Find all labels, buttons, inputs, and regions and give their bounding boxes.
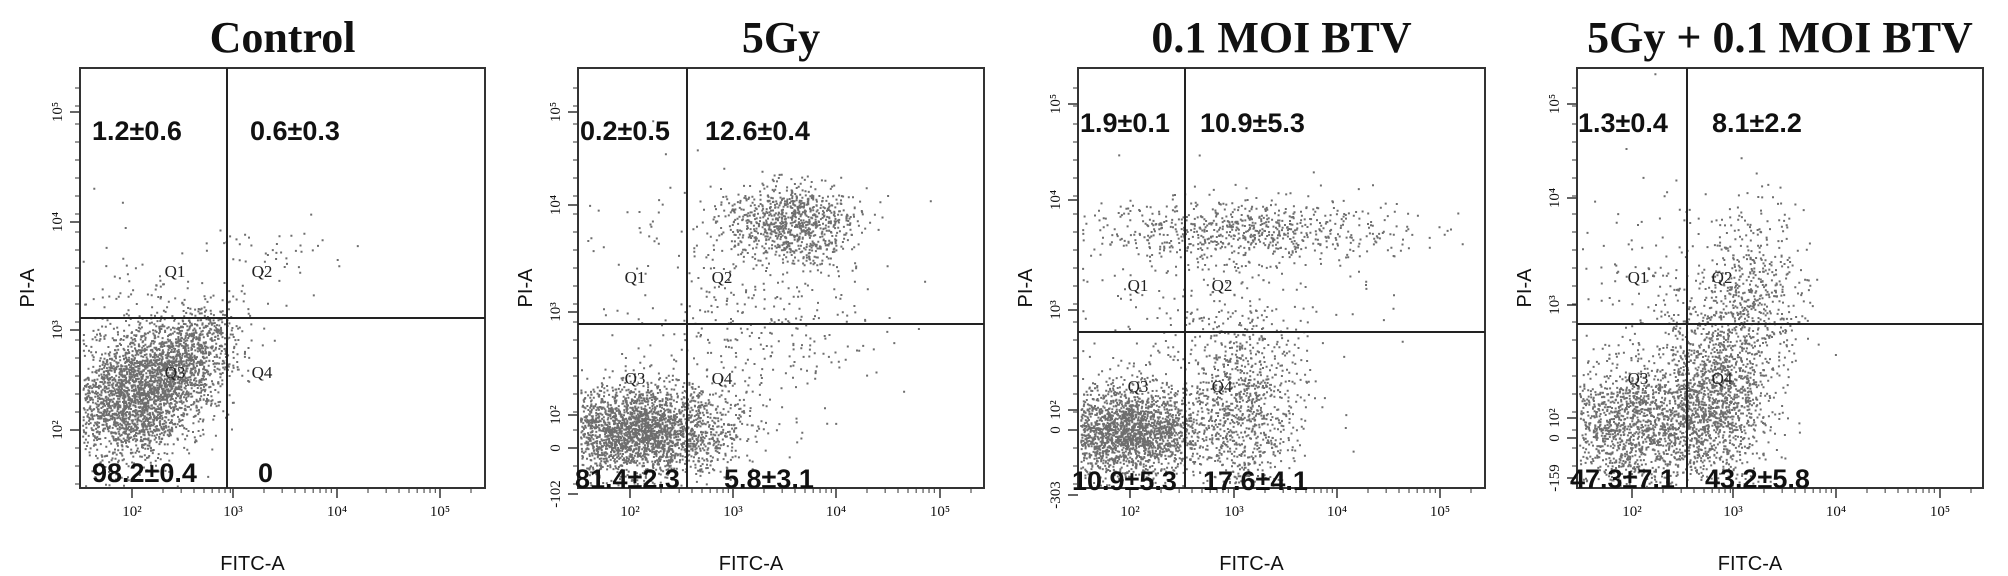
quadrant-label-q1: Q1 — [1628, 268, 1649, 287]
quadrant-value-q4: 5.8±3.1 — [724, 464, 814, 494]
quadrant-label-q2: Q2 — [712, 268, 733, 287]
event-dots — [580, 120, 932, 488]
quadrant-label-q3: Q3 — [1128, 377, 1149, 396]
panel-1: Control 10² 10³ 10⁴ 10⁵ 10² 10³ 10⁴ 10⁵ FITC-A PI-… — [17, 13, 486, 575]
quadrant-label-q1: Q1 — [1128, 276, 1149, 295]
x-tick-label: 10⁴ — [1826, 504, 1846, 520]
y-tick-label: 10³ — [50, 320, 66, 340]
quadrant-label-q4: Q4 — [1212, 377, 1233, 396]
quadrant-value-q4: 17.6±4.1 — [1203, 466, 1308, 496]
panel-4: 5Gy + 0.1 MOI BTV 10² 10³ 10⁴ 10⁵ -159 0 10² 10³… — [1514, 13, 1984, 575]
x-tick-label: 10⁵ — [1430, 504, 1450, 520]
y-tick-label: 10⁵ — [548, 102, 564, 122]
y-tick-label: -303 — [1048, 481, 1064, 509]
panel-3: 0.1 MOI BTV 10² 10³ 10⁴ 10⁵ -303 0 10² 10³ 10⁴ 10⁵… — [1015, 13, 1486, 575]
y-tick-label: 10² — [548, 405, 564, 425]
x-tick-label: 10³ — [1224, 504, 1244, 520]
y-axis-title: PI-A — [1015, 268, 1037, 308]
quadrant-value-q3: 81.4±2.3 — [575, 464, 680, 494]
x-tick-label: 10² — [1622, 504, 1642, 520]
y-tick-label: 10⁵ — [50, 102, 66, 122]
y-tick-label: 10² — [50, 420, 66, 440]
y-tick-label: 10⁴ — [548, 195, 564, 215]
quadrant-value-q3: 47.3±7.1 — [1570, 464, 1675, 494]
quadrant-label-q1: Q1 — [625, 268, 646, 287]
y-tick-label: 0 — [1048, 426, 1064, 434]
y-tick-label: 10² — [1048, 400, 1064, 420]
event-dots — [1579, 73, 1837, 488]
quadrant-value-q4: 43.2±5.8 — [1705, 464, 1810, 494]
quadrant-value-q2: 8.1±2.2 — [1712, 108, 1802, 138]
quadrant-label-q3: Q3 — [1628, 369, 1649, 388]
quadrant-value-q1: 1.2±0.6 — [92, 116, 182, 146]
x-axis-title: FITC-A — [220, 553, 285, 575]
x-tick-label: 10³ — [1723, 504, 1743, 520]
y-tick-label: 10³ — [548, 302, 564, 322]
x-tick-label: 10⁵ — [1930, 504, 1950, 520]
y-axis-title: PI-A — [17, 268, 39, 308]
quadrant-label-q2: Q2 — [1212, 276, 1233, 295]
x-tick-label: 10⁵ — [430, 504, 450, 520]
y-tick-label: 10⁵ — [1048, 94, 1064, 114]
y-tick-label: 10⁴ — [1547, 188, 1563, 208]
panel-title: Control — [210, 13, 356, 62]
quadrant-label-q1: Q1 — [165, 262, 186, 281]
y-tick-label: 10³ — [1048, 300, 1064, 320]
y-axis-title: PI-A — [515, 268, 537, 308]
panel-title: 5Gy + 0.1 MOI BTV — [1587, 13, 1973, 62]
panel-title: 5Gy — [742, 13, 820, 62]
quadrant-label-q3: Q3 — [165, 363, 186, 382]
plot-frame — [1077, 67, 1486, 489]
y-tick-label: 10² — [1547, 408, 1563, 428]
y-tick-label: 0 — [548, 444, 564, 452]
y-tick-label: -159 — [1547, 464, 1563, 492]
quadrant-label-q2: Q2 — [252, 262, 273, 281]
quadrant-value-q3: 10.9±5.3 — [1072, 466, 1177, 496]
x-tick-label: 10³ — [723, 504, 743, 520]
y-tick-label: 10⁴ — [1048, 190, 1064, 210]
quadrant-value-q2: 0.6±0.3 — [250, 116, 340, 146]
quadrant-label-q4: Q4 — [712, 369, 733, 388]
x-axis-title: FITC-A — [1219, 553, 1284, 575]
y-axis-title: PI-A — [1514, 268, 1536, 308]
y-tick-label: -102 — [548, 480, 564, 508]
x-axis-title: FITC-A — [719, 553, 784, 575]
y-tick-label: 10⁵ — [1547, 94, 1563, 114]
quadrant-label-q4: Q4 — [1712, 369, 1733, 388]
quadrant-value-q1: 0.2±0.5 — [580, 116, 670, 146]
x-tick-label: 10² — [620, 504, 640, 520]
panel-title: 0.1 MOI BTV — [1151, 13, 1412, 62]
y-tick-label: 0 — [1547, 434, 1563, 442]
y-tick-label: 10⁴ — [50, 212, 66, 232]
x-tick-label: 10² — [122, 504, 142, 520]
quadrant-label-q4: Q4 — [252, 363, 273, 382]
x-tick-label: 10⁴ — [327, 504, 347, 520]
quadrant-value-q3: 98.2±0.4 — [92, 458, 197, 488]
panel-2: 5Gy 10² 10³ 10⁴ 10⁵ -102 0 10² 10³ 10⁴ 10⁵ FITC-A PI… — [515, 13, 985, 575]
quadrant-value-q1: 1.3±0.4 — [1578, 108, 1668, 138]
quadrant-value-q2: 12.6±0.4 — [705, 116, 810, 146]
x-axis-title: FITC-A — [1718, 553, 1783, 575]
x-tick-label: 10³ — [223, 504, 243, 520]
quadrant-label-q2: Q2 — [1712, 268, 1733, 287]
x-tick-label: 10⁵ — [930, 504, 950, 520]
y-tick-label: 10³ — [1547, 295, 1563, 315]
quadrant-value-q2: 10.9±5.3 — [1200, 108, 1305, 138]
quadrant-value-q1: 1.9±0.1 — [1080, 108, 1170, 138]
x-tick-label: 10⁴ — [826, 504, 846, 520]
quadrant-label-q3: Q3 — [625, 369, 646, 388]
event-cloud — [1579, 73, 1837, 488]
x-tick-label: 10⁴ — [1327, 504, 1347, 520]
quadrant-value-q4: 0 — [258, 458, 273, 488]
event-cloud — [580, 120, 932, 488]
x-tick-label: 10² — [1120, 504, 1140, 520]
